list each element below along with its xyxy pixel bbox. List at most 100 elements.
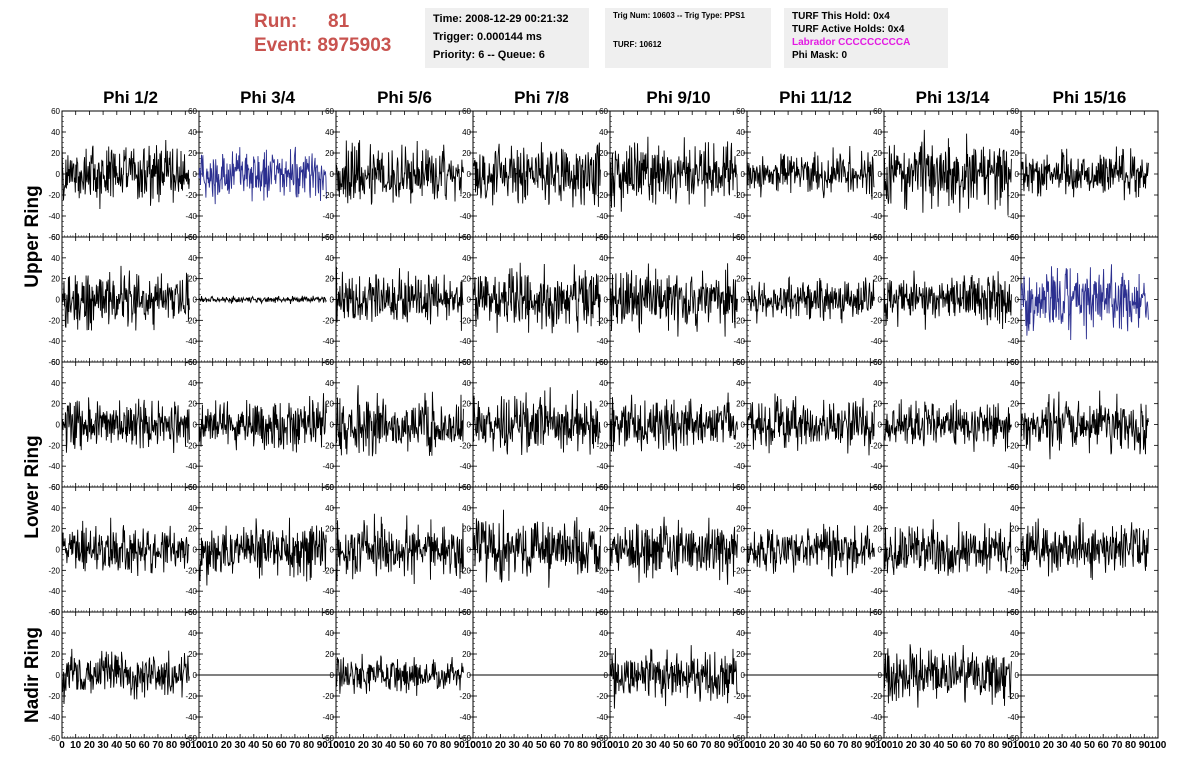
- x-tick-label: 70: [700, 740, 712, 751]
- y-tick-label: 20: [51, 149, 60, 158]
- y-tick-label: -40: [1007, 587, 1019, 596]
- y-tick-label: 60: [325, 358, 334, 367]
- y-tick-label: -20: [322, 316, 334, 325]
- y-tick-label: -40: [322, 713, 334, 722]
- x-tick-label: 70: [837, 740, 849, 751]
- y-tick-label: -20: [185, 316, 197, 325]
- x-tick-label: 50: [1084, 740, 1096, 751]
- x-tick-label: 100: [1150, 740, 1167, 751]
- waveform-trace: [609, 645, 738, 709]
- y-tick-label: 0: [467, 671, 472, 680]
- y-tick-label: -20: [185, 191, 197, 200]
- y-tick-label: 60: [462, 358, 471, 367]
- y-tick-label: 0: [193, 296, 198, 305]
- y-tick-label: -40: [1007, 337, 1019, 346]
- y-tick-label: 20: [188, 275, 197, 284]
- y-tick-label: 0: [878, 296, 883, 305]
- y-tick-label: -40: [459, 337, 471, 346]
- phi-mask-text: Phi Mask: 0: [792, 50, 848, 61]
- waveform-trace: [746, 523, 875, 577]
- y-tick-label: -60: [733, 734, 745, 743]
- phi-column-title: Phi 3/4: [240, 88, 295, 107]
- y-tick-label: 40: [188, 629, 197, 638]
- y-tick-label: 40: [1010, 504, 1019, 513]
- y-tick-label: 60: [325, 608, 334, 617]
- y-tick-label: 0: [1015, 296, 1020, 305]
- waveform-trace: [472, 387, 601, 456]
- y-tick-label: 40: [325, 629, 334, 638]
- x-tick-label: 80: [577, 740, 589, 751]
- y-tick-label: 60: [873, 483, 882, 492]
- y-tick-label: 60: [1010, 358, 1019, 367]
- y-tick-label: 0: [604, 170, 609, 179]
- y-tick-label: -40: [596, 212, 608, 221]
- x-tick-label: 10: [1029, 740, 1041, 751]
- y-tick-label: 40: [736, 629, 745, 638]
- x-tick-label: 30: [98, 740, 110, 751]
- x-tick-label: 60: [1098, 740, 1110, 751]
- y-tick-label: -20: [459, 316, 471, 325]
- y-tick-label: 40: [462, 629, 471, 638]
- trig-num-text: Trig Num: 10603 -- Trig Type: PPS1: [613, 11, 745, 20]
- y-tick-label: 0: [1015, 421, 1020, 430]
- labrador-text: Labrador CCCCCCCCCA: [792, 37, 911, 48]
- y-tick-label: 0: [467, 421, 472, 430]
- y-tick-label: 20: [325, 275, 334, 284]
- y-tick-label: -20: [48, 316, 60, 325]
- y-tick-label: -60: [1007, 734, 1019, 743]
- y-tick-label: 60: [599, 483, 608, 492]
- y-tick-label: -60: [459, 734, 471, 743]
- waveform-trace: [61, 265, 190, 331]
- x-tick-label: 80: [1125, 740, 1137, 751]
- y-tick-label: 40: [188, 504, 197, 513]
- y-tick-label: 60: [325, 483, 334, 492]
- y-tick-label: 0: [604, 296, 609, 305]
- y-tick-label: -40: [733, 713, 745, 722]
- y-tick-label: 40: [188, 254, 197, 263]
- y-tick-label: 40: [599, 504, 608, 513]
- y-tick-label: 40: [873, 379, 882, 388]
- y-tick-label: -40: [733, 212, 745, 221]
- y-tick-label: 0: [56, 671, 61, 680]
- trig-num-box: Trig Num: 10603 -- Trig Type: PPS1 TURF:…: [605, 8, 771, 68]
- waveform-trace: [61, 139, 190, 210]
- y-tick-label: -40: [48, 212, 60, 221]
- y-tick-label: 0: [1015, 546, 1020, 555]
- y-tick-label: 0: [604, 421, 609, 430]
- y-tick-label: 20: [873, 275, 882, 284]
- y-tick-label: -20: [733, 441, 745, 450]
- x-tick-label: 20: [1043, 740, 1055, 751]
- y-tick-label: -20: [733, 191, 745, 200]
- y-tick-label: -40: [322, 212, 334, 221]
- x-tick-label: 90: [317, 740, 329, 751]
- y-tick-label: -20: [322, 441, 334, 450]
- y-tick-label: 20: [462, 650, 471, 659]
- waveform-trace: [1020, 517, 1149, 580]
- y-tick-label: 0: [56, 546, 61, 555]
- y-tick-label: -40: [733, 462, 745, 471]
- y-tick-label: 60: [599, 608, 608, 617]
- time-text: Time: 2008-12-29 00:21:32: [433, 13, 569, 25]
- y-tick-label: 40: [51, 254, 60, 263]
- x-tick-label: 40: [248, 740, 260, 751]
- y-tick-label: 20: [462, 400, 471, 409]
- y-tick-label: -60: [185, 734, 197, 743]
- y-tick-label: -40: [733, 587, 745, 596]
- y-tick-label: 60: [736, 483, 745, 492]
- x-tick-label: 0: [744, 740, 750, 751]
- y-tick-label: 40: [1010, 254, 1019, 263]
- y-tick-label: -20: [48, 191, 60, 200]
- y-tick-label: 60: [462, 483, 471, 492]
- y-tick-label: 20: [873, 525, 882, 534]
- priority-text: Priority: 6 -- Queue: 6: [433, 49, 545, 61]
- y-tick-label: -40: [48, 713, 60, 722]
- x-tick-label: 40: [796, 740, 808, 751]
- x-tick-label: 20: [906, 740, 918, 751]
- y-tick-label: 40: [325, 254, 334, 263]
- x-tick-label: 50: [536, 740, 548, 751]
- y-tick-label: 20: [1010, 400, 1019, 409]
- y-tick-label: -20: [459, 441, 471, 450]
- x-tick-label: 30: [235, 740, 247, 751]
- x-tick-label: 0: [1018, 740, 1024, 751]
- y-tick-label: -40: [185, 713, 197, 722]
